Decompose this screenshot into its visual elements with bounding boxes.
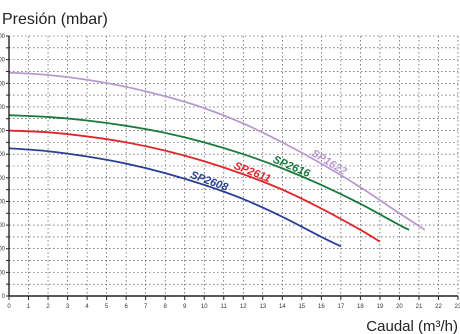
x-tick-label: 19 — [377, 304, 384, 310]
y-tick-label: 400 — [0, 247, 6, 253]
series-line-sp2611 — [8, 129, 381, 243]
chart-title: Presión (mbar) — [2, 11, 108, 28]
x-tick-label: 16 — [318, 304, 325, 310]
x-tick-label: 7 — [144, 304, 148, 310]
x-tick-label: 14 — [279, 304, 286, 310]
series-line-sp1622 — [8, 71, 426, 231]
series-label-sp2616: SP2616 — [271, 154, 313, 181]
ticks: 0123456789101112131415161718192021222302… — [0, 34, 460, 310]
y-tick-label: 0 — [2, 294, 6, 300]
y-tick-label: 1000 — [0, 176, 6, 182]
x-axis-label: Caudal (m³/h) — [366, 318, 458, 334]
y-tick-label: 1600 — [0, 105, 6, 111]
x-tick-label: 1 — [27, 304, 31, 310]
series-label-sp1622: SP1622 — [309, 147, 349, 178]
y-tick-label: 2200 — [0, 34, 6, 40]
y-tick-label: 1200 — [0, 152, 6, 158]
x-tick-label: 3 — [66, 304, 70, 310]
series-label-sp2611: SP2611 — [232, 160, 272, 185]
y-tick-label: 1400 — [0, 129, 6, 135]
x-tick-label: 22 — [435, 304, 442, 310]
series-line-sp2608 — [8, 147, 342, 248]
x-tick-label: 15 — [298, 304, 305, 310]
x-tick-label: 11 — [221, 304, 228, 310]
x-tick-label: 6 — [124, 304, 128, 310]
x-tick-label: 9 — [183, 304, 187, 310]
axes — [8, 36, 458, 297]
y-tick-label: 600 — [0, 223, 6, 229]
series-line-sp2616 — [8, 114, 410, 231]
x-tick-label: 2 — [46, 304, 50, 310]
x-tick-label: 21 — [416, 304, 423, 310]
x-tick-label: 10 — [201, 304, 208, 310]
series-label-sp2608: SP2608 — [189, 169, 231, 194]
y-tick-label: 800 — [0, 199, 6, 205]
x-tick-label: 0 — [7, 304, 11, 310]
x-tick-label: 23 — [455, 304, 460, 310]
x-tick-label: 18 — [357, 304, 364, 310]
x-tick-label: 17 — [338, 304, 345, 310]
x-tick-label: 12 — [240, 304, 247, 310]
y-tick-label: 2000 — [0, 58, 6, 64]
series — [8, 71, 426, 248]
x-tick-label: 8 — [164, 304, 168, 310]
y-tick-label: 1800 — [0, 81, 6, 87]
x-tick-label: 4 — [85, 304, 89, 310]
x-tick-label: 5 — [105, 304, 109, 310]
x-tick-label: 20 — [396, 304, 403, 310]
y-tick-label: 200 — [0, 270, 6, 276]
x-tick-label: 13 — [259, 304, 266, 310]
